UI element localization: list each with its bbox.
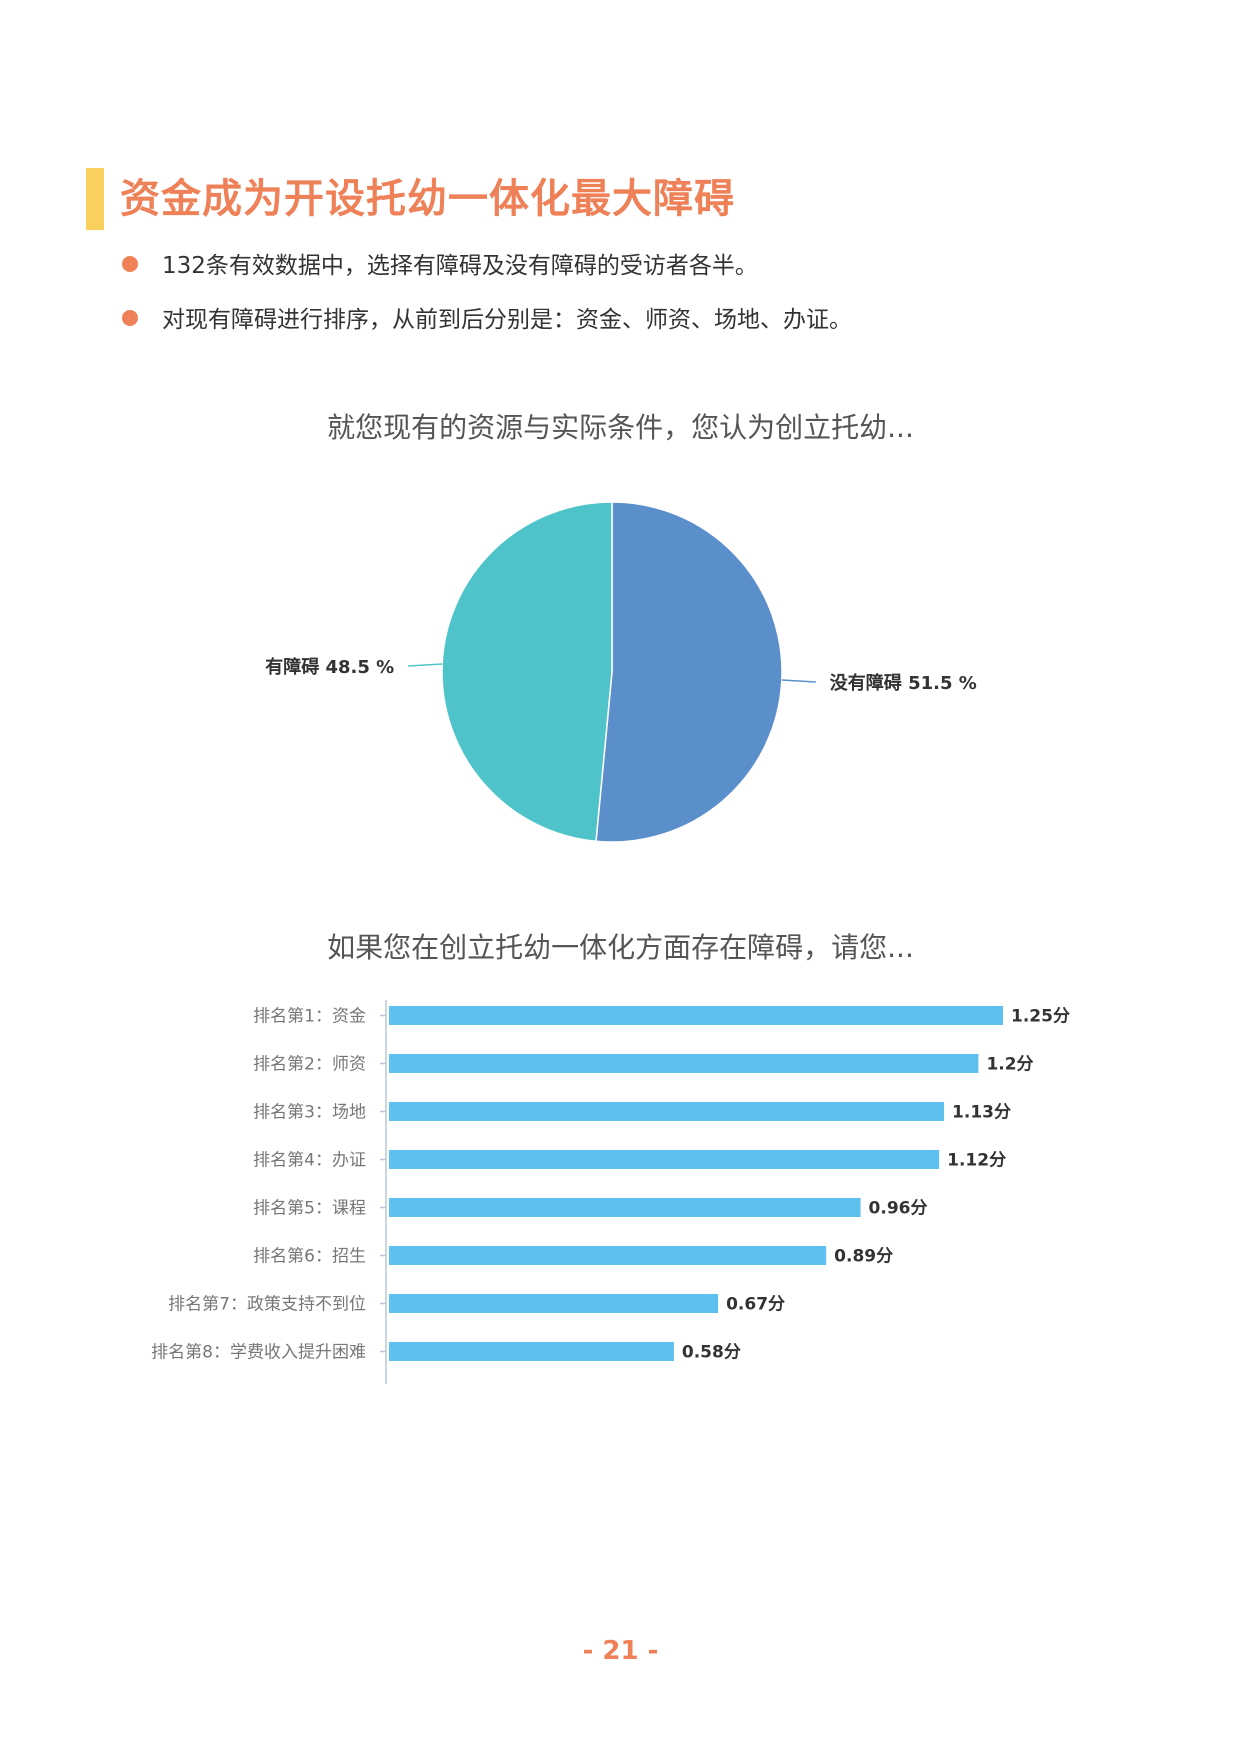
bar-8: [389, 1342, 674, 1361]
bullet-text: 132条有效数据中，选择有障碍及没有障碍的受访者各半。: [162, 253, 758, 279]
bar-1: [389, 1006, 1003, 1025]
bar-value-label: 0.96分: [869, 1199, 928, 1219]
bar-chart-title: 如果您在创立托幼一体化方面存在障碍，请您...: [327, 931, 914, 964]
bar-value-label: 1.25分: [1011, 1007, 1070, 1027]
category-label: 排名第3：场地: [253, 1103, 366, 1123]
bullet-item: 对现有障碍进行排序，从前到后分别是：资金、师资、场地、办证。: [118, 300, 1168, 354]
pie-chart-title: 就您现有的资源与实际条件，您认为创立托幼...: [327, 411, 914, 444]
bar-value-label: 0.67分: [726, 1295, 785, 1315]
page-title: 资金成为开设托幼一体化最大障碍: [120, 176, 735, 222]
bar-7: [389, 1294, 719, 1313]
pie-slice-label: 有障碍 48.5 %: [265, 656, 394, 678]
category-label: 排名第4：办证: [253, 1151, 366, 1171]
pie-slice-label: 没有障碍 51.5 %: [830, 672, 977, 694]
pie-leader-line: [408, 663, 443, 667]
pie-slice-1: [595, 501, 783, 843]
category-label: 排名第7：政策支持不到位: [168, 1295, 366, 1315]
pie-leader-line: [781, 679, 816, 683]
bullet-dot-icon: [122, 310, 138, 326]
bar-3: [389, 1102, 945, 1121]
bullet-item: 132条有效数据中，选择有障碍及没有障碍的受访者各半。: [118, 246, 1168, 300]
bullet-dot-icon: [122, 256, 138, 272]
category-label: 排名第2：师资: [253, 1055, 366, 1075]
title-accent-bar: [86, 168, 104, 230]
bar-5: [389, 1198, 861, 1217]
pie-slice-2: [441, 501, 613, 843]
pie-chart: 没有障碍 51.5 % 有障碍 48.5 %: [265, 501, 977, 843]
bar-value-label: 1.12分: [947, 1151, 1006, 1171]
category-label: 排名第1：资金: [253, 1007, 366, 1027]
bullet-text: 对现有障碍进行排序，从前到后分别是：资金、师资、场地、办证。: [162, 307, 852, 333]
bar-6: [389, 1246, 827, 1265]
bullet-list: 132条有效数据中，选择有障碍及没有障碍的受访者各半。 对现有障碍进行排序，从前…: [118, 246, 1168, 354]
bar-value-label: 1.13分: [952, 1103, 1011, 1123]
bar-4: [389, 1150, 940, 1169]
category-label: 排名第6：招生: [253, 1247, 366, 1267]
bar-2: [389, 1054, 979, 1073]
category-label: 排名第8：学费收入提升困难: [151, 1343, 366, 1363]
category-label: 排名第5：课程: [253, 1199, 366, 1219]
page-number: - 21 -: [582, 1636, 659, 1666]
bar-value-label: 0.58分: [682, 1343, 741, 1363]
bar-value-label: 1.2分: [986, 1055, 1033, 1075]
bar-value-label: 0.89分: [834, 1247, 893, 1267]
